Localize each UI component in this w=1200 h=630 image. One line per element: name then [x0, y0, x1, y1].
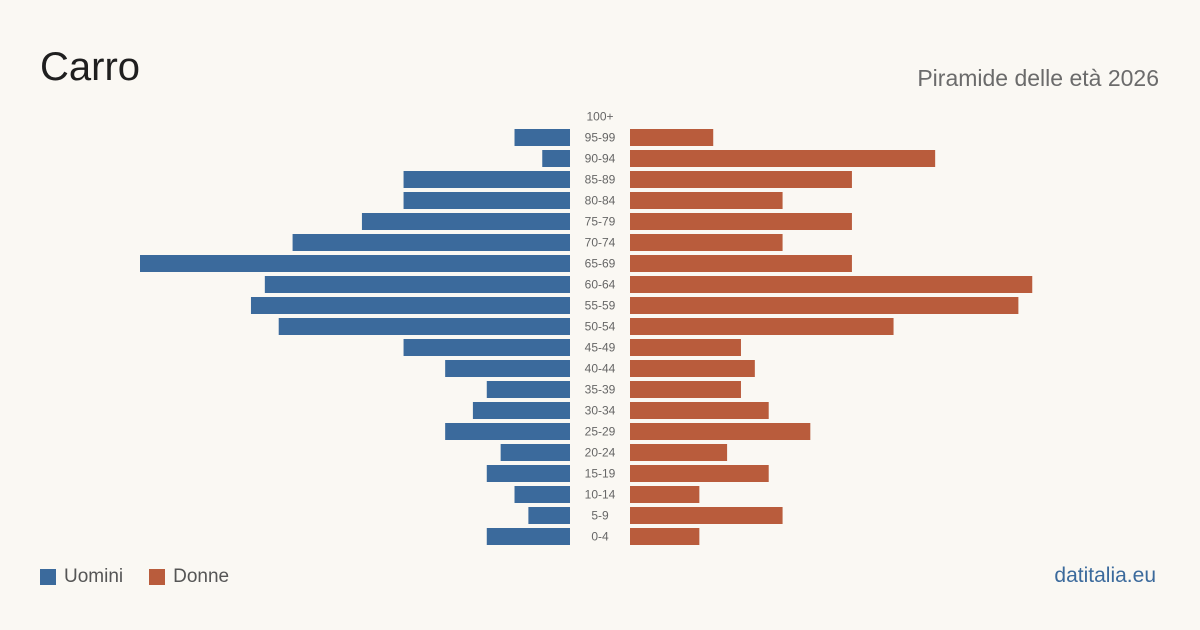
bar-uomini-0-4 — [486, 528, 570, 545]
age-tick-label: 95-99 — [585, 131, 616, 145]
age-tick-label: 45-49 — [585, 341, 616, 355]
bar-donne-85-89 — [630, 171, 852, 188]
bar-uomini-15-19 — [486, 465, 570, 482]
bar-uomini-5-9 — [528, 507, 570, 524]
bar-donne-45-49 — [630, 339, 741, 356]
bar-uomini-10-14 — [514, 486, 570, 503]
bar-donne-10-14 — [630, 486, 700, 503]
legend-swatch-uomini — [40, 569, 56, 585]
bar-donne-75-79 — [630, 213, 852, 230]
bar-uomini-25-29 — [445, 423, 570, 440]
bar-uomini-55-59 — [250, 297, 570, 314]
bar-uomini-45-49 — [403, 339, 570, 356]
source-link[interactable]: datitalia.eu — [1054, 564, 1156, 587]
legend-label-uomini: Uomini — [64, 566, 124, 587]
age-tick-label: 60-64 — [585, 278, 616, 292]
legend-swatch-donne — [149, 569, 166, 585]
bar-uomini-80-84 — [403, 192, 570, 209]
age-tick-label: 10-14 — [585, 488, 616, 502]
bar-donne-0-4 — [630, 528, 700, 545]
bar-uomini-95-99 — [514, 129, 570, 146]
age-tick-label: 50-54 — [585, 320, 616, 334]
bar-donne-95-99 — [630, 129, 714, 146]
bar-uomini-30-34 — [472, 402, 570, 419]
age-tick-label: 90-94 — [585, 152, 616, 166]
bar-uomini-70-74 — [292, 234, 570, 251]
bar-donne-70-74 — [630, 234, 783, 251]
bar-uomini-35-39 — [486, 381, 570, 398]
bar-donne-5-9 — [630, 507, 783, 524]
bar-uomini-20-24 — [500, 444, 570, 461]
legend-item-uomini: Uomini — [40, 566, 123, 588]
bar-donne-25-29 — [630, 423, 811, 440]
age-tick-label: 20-24 — [585, 446, 616, 460]
bar-uomini-90-94 — [542, 150, 570, 167]
chart-subtitle: Piramide delle età 2026 — [917, 65, 1159, 91]
age-tick-label: 15-19 — [585, 467, 616, 481]
bar-donne-55-59 — [630, 297, 1019, 314]
bar-uomini-40-44 — [445, 360, 570, 377]
bar-uomini-65-69 — [140, 255, 570, 272]
age-tick-label: 25-29 — [585, 425, 616, 439]
bar-donne-30-34 — [630, 402, 769, 419]
chart-title: Carro — [40, 45, 141, 89]
bar-uomini-60-64 — [264, 276, 570, 293]
age-tick-label: 70-74 — [585, 236, 616, 250]
bar-donne-65-69 — [630, 255, 852, 272]
age-tick-label: 35-39 — [585, 383, 616, 397]
age-tick-label: 100+ — [586, 110, 613, 124]
bar-donne-20-24 — [630, 444, 728, 461]
bar-uomini-50-54 — [278, 318, 570, 335]
age-tick-label: 0-4 — [591, 530, 609, 544]
population-pyramid-chart: 100+ 95-99 90-94 85-89 80-84 75-79 70-74 65-69 6… — [140, 110, 1033, 545]
bar-donne-40-44 — [630, 360, 755, 377]
age-tick-label: 80-84 — [585, 194, 616, 208]
bar-donne-80-84 — [630, 192, 783, 209]
bar-uomini-75-79 — [361, 213, 570, 230]
age-tick-label: 75-79 — [585, 215, 616, 229]
bar-uomini-85-89 — [403, 171, 570, 188]
legend: Uomini Donne — [40, 566, 255, 588]
age-tick-label: 30-34 — [585, 404, 616, 418]
age-tick-label: 5-9 — [591, 509, 609, 523]
bar-donne-15-19 — [630, 465, 769, 482]
legend-item-donne: Donne — [149, 566, 229, 588]
age-tick-label: 85-89 — [585, 173, 616, 187]
age-tick-label: 65-69 — [585, 257, 616, 271]
age-tick-label: 40-44 — [585, 362, 616, 376]
bar-donne-60-64 — [630, 276, 1033, 293]
bar-donne-50-54 — [630, 318, 894, 335]
bar-donne-90-94 — [630, 150, 936, 167]
legend-label-donne: Donne — [173, 566, 230, 587]
bar-donne-35-39 — [630, 381, 741, 398]
age-tick-label: 55-59 — [585, 299, 616, 313]
